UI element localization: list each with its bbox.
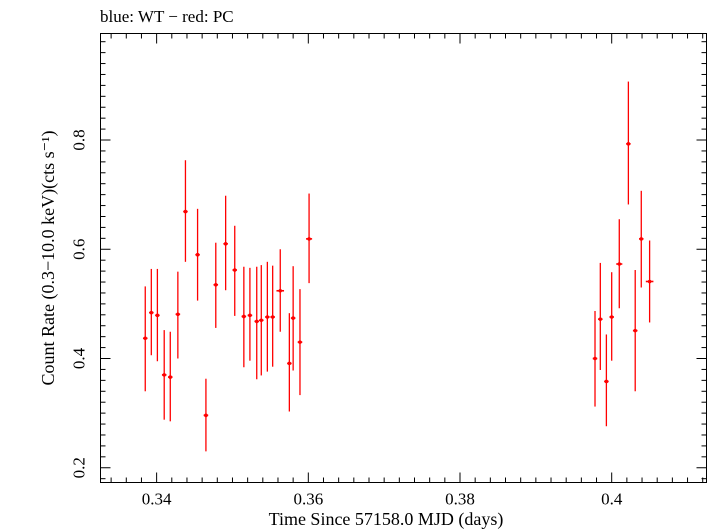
data-point (155, 268, 160, 362)
data-point (290, 266, 296, 371)
x-tick-label: 0.36 (293, 490, 323, 509)
data-point (175, 271, 181, 359)
data-point (632, 270, 638, 392)
point-marker (291, 316, 295, 320)
y-axis-label: Count Rate (0.3−10.0 keV)(cts s⁻¹) (38, 130, 59, 385)
point-marker (639, 237, 644, 241)
y-tick-label: 0.8 (70, 129, 89, 150)
point-marker (223, 241, 228, 246)
data-point (645, 240, 654, 323)
y-tick-label: 0.2 (70, 457, 89, 478)
y-tick-label: 0.4 (70, 347, 89, 369)
point-marker (647, 279, 652, 284)
data-point (241, 266, 247, 368)
data-point (247, 267, 253, 361)
chart-title: blue: WT − red: PC (100, 7, 234, 26)
point-marker (287, 361, 292, 366)
x-axis-label: Time Since 57158.0 MJD (days) (269, 509, 504, 530)
point-marker (270, 315, 275, 319)
point-marker (232, 268, 237, 272)
point-marker (168, 375, 173, 379)
data-point (287, 313, 292, 412)
data-point (161, 330, 167, 420)
point-marker (593, 356, 597, 361)
point-marker (617, 262, 622, 266)
x-tick-label: 0.34 (142, 490, 172, 509)
data-point (232, 225, 238, 316)
plot-frame (100, 33, 707, 483)
point-marker (248, 313, 252, 318)
point-marker (307, 237, 311, 241)
point-marker (143, 336, 148, 341)
data-point (616, 219, 623, 309)
data-points (142, 81, 654, 452)
data-point (297, 289, 303, 396)
data-point (276, 249, 285, 332)
data-point (254, 266, 260, 380)
point-marker (609, 315, 614, 319)
point-marker (278, 288, 283, 293)
point-marker (265, 315, 270, 319)
data-point (270, 265, 275, 367)
data-point (306, 193, 313, 284)
point-marker (176, 312, 180, 317)
data-point (592, 310, 598, 407)
data-point (626, 81, 631, 205)
y-axis-ticks: 0.2 0.4 0.6 0.8 (70, 41, 707, 480)
x-tick-label: 0.38 (445, 490, 475, 509)
data-point (142, 286, 148, 392)
data-point (213, 242, 219, 328)
data-point (203, 378, 209, 452)
data-point (598, 262, 603, 370)
point-marker (604, 379, 609, 384)
point-marker (204, 413, 208, 418)
y-tick-label: 0.6 (70, 239, 89, 260)
data-point (195, 208, 200, 301)
point-marker (162, 373, 167, 377)
point-marker (149, 310, 154, 315)
point-marker (259, 318, 264, 323)
data-point (638, 190, 644, 288)
point-marker (298, 340, 302, 344)
data-point (259, 265, 264, 376)
point-marker (626, 142, 631, 146)
point-marker (598, 317, 603, 321)
data-point (183, 160, 188, 262)
data-point (609, 272, 614, 361)
point-marker (242, 314, 246, 319)
point-marker (183, 209, 188, 214)
data-point (223, 195, 228, 291)
data-point (265, 261, 270, 372)
point-marker (213, 282, 218, 287)
x-tick-label: 0.4 (601, 490, 623, 509)
data-point (168, 331, 173, 422)
point-marker (633, 328, 638, 333)
data-point (604, 334, 609, 427)
point-marker (254, 319, 259, 324)
point-marker (155, 313, 160, 318)
point-marker (195, 252, 200, 257)
data-point (149, 268, 154, 356)
x-axis-ticks: 0.34 0.36 0.38 0.4 (110, 33, 704, 509)
